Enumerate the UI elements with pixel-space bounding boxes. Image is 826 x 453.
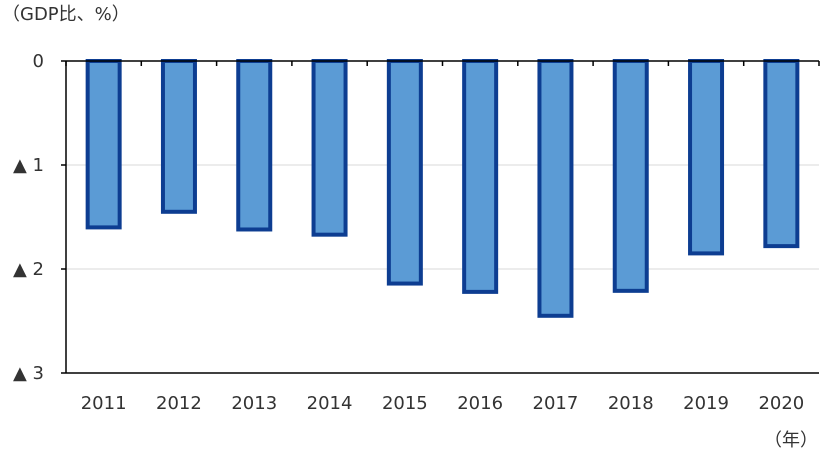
bar	[462, 59, 499, 294]
bar	[160, 59, 197, 214]
x-tick-label: 2014	[307, 393, 353, 414]
y-tick-label: 0	[33, 51, 44, 72]
x-tick-label: 2019	[683, 393, 729, 414]
bar	[688, 59, 725, 256]
x-tick-label: 2012	[156, 393, 202, 414]
x-tick-label: 2011	[81, 393, 127, 414]
x-tick-label: 2018	[608, 393, 654, 414]
x-axis-label: （年）	[764, 430, 818, 451]
axes	[61, 60, 820, 374]
x-tick-label: 2015	[382, 393, 428, 414]
bar	[236, 59, 273, 232]
y-tick-labels: 0 ▲ 1 ▲ 2 ▲ 3	[13, 51, 44, 384]
bar	[537, 59, 574, 318]
x-tick-label: 2013	[231, 393, 277, 414]
bar	[311, 59, 348, 237]
y-tick-label: ▲ 3	[13, 363, 44, 384]
x-tick-label: 2017	[533, 393, 579, 414]
bar	[763, 59, 800, 249]
bar	[85, 59, 122, 230]
bars	[85, 59, 800, 318]
bar	[386, 59, 423, 286]
unit-label: （GDP比、%）	[2, 4, 130, 25]
x-tick-labels: 2011 2012 2013 2014 2015 2016 2017 2018 2019 2020	[81, 393, 805, 414]
bar	[612, 59, 649, 293]
y-tick-label: ▲ 2	[13, 259, 44, 280]
x-tick-label: 2016	[457, 393, 503, 414]
x-tick-label: 2020	[758, 393, 804, 414]
y-tick-label: ▲ 1	[13, 155, 44, 176]
